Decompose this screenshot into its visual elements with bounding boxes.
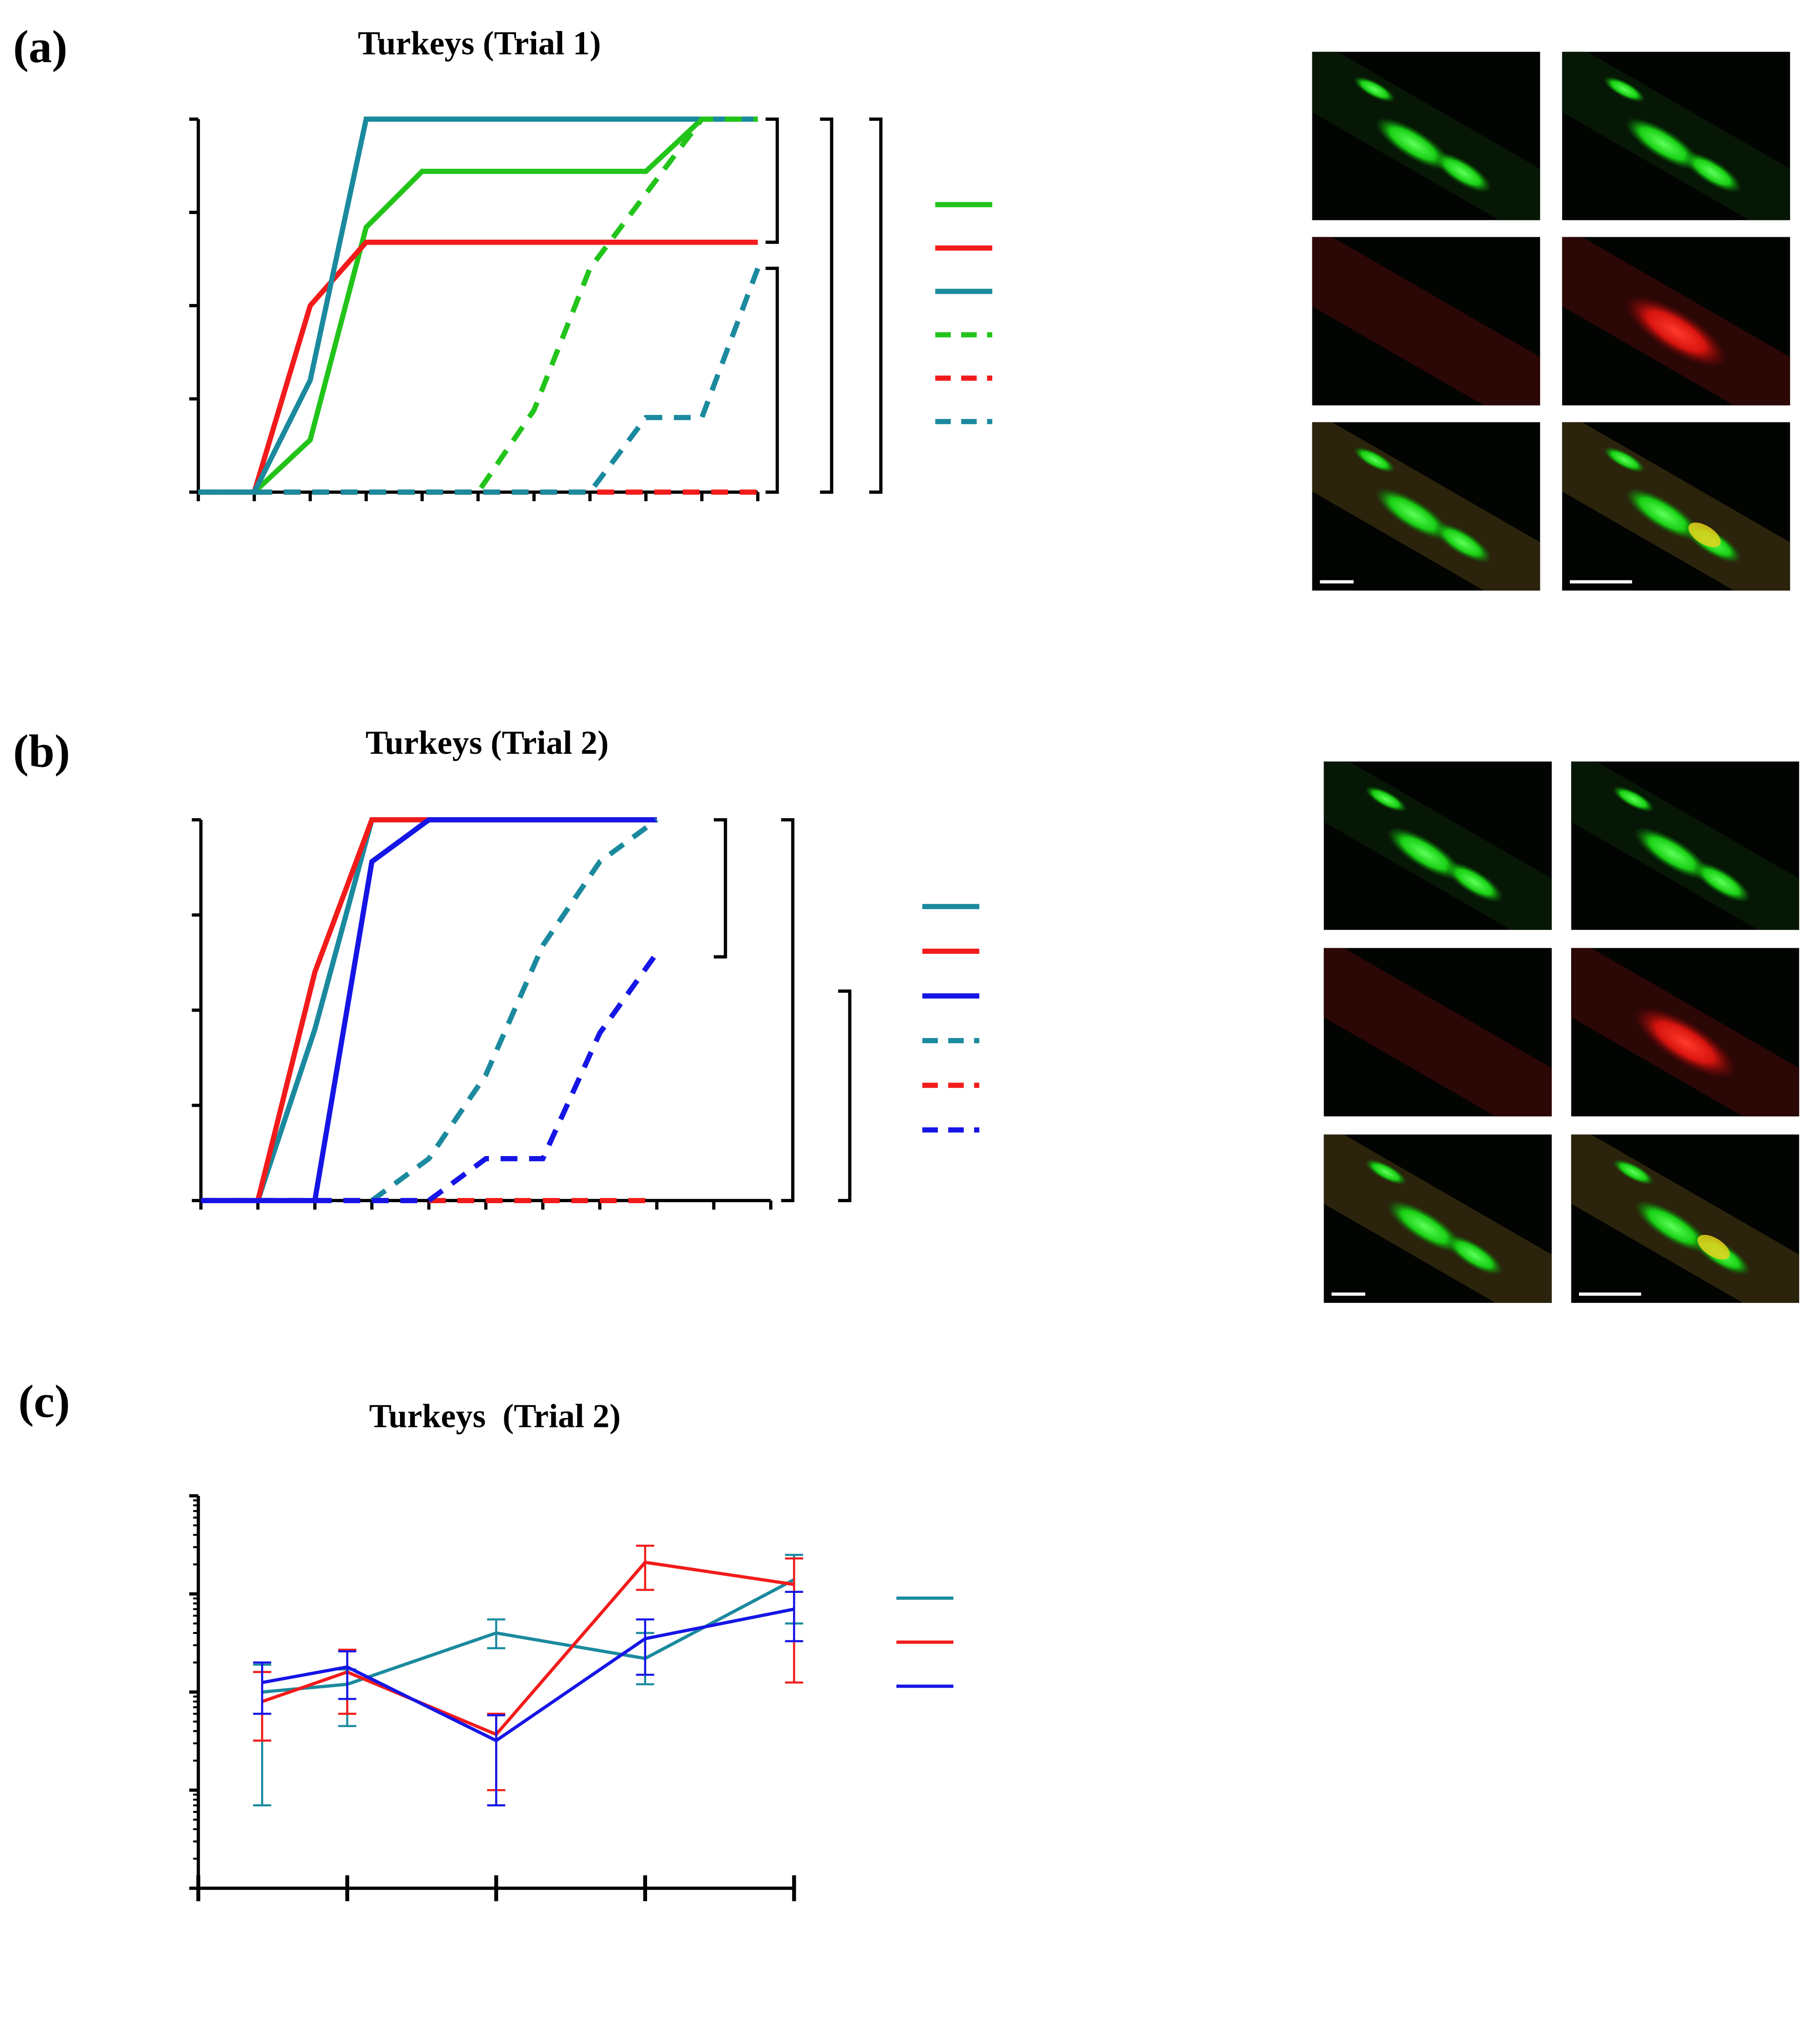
gfp-plaque: [1612, 1159, 1655, 1185]
panel-label-c: (c): [18, 1375, 70, 1427]
gfp-plaque: [1603, 447, 1646, 473]
micrograph-content: [1562, 52, 1790, 220]
gfp-plaque: [1634, 827, 1710, 880]
gfp-plaque: [1353, 447, 1395, 473]
scale-bar: [1320, 580, 1354, 584]
series-line-vhvt47g: [198, 117, 758, 495]
series-line-vhdgc-rcon: [198, 267, 760, 495]
micrograph-content: [1312, 422, 1540, 591]
gfp-plaque: [1683, 152, 1742, 193]
gfp-plaque: [1365, 1159, 1407, 1185]
gfp-plaque: [1386, 1200, 1463, 1253]
series-line-vh-mdvgccon: [200, 951, 659, 1203]
significance-bracket: [869, 117, 882, 494]
significance-bracket: [781, 818, 795, 1202]
gfp-plaque: [1365, 786, 1407, 812]
significance-bracket: [838, 989, 852, 1202]
micrograph-content: [1571, 1134, 1799, 1303]
micrograph-content: [1571, 948, 1799, 1116]
gfp-plaque: [1445, 861, 1503, 902]
series-line-vhdgc-r: [200, 817, 657, 1203]
micrograph-content: [1562, 422, 1790, 591]
micrograph-content: [1324, 948, 1552, 1116]
fibre-band: [1324, 948, 1552, 1116]
significance-bracket: [820, 117, 834, 494]
series-line-vh-mdvgc: [200, 817, 657, 1203]
overlap-signal: [1688, 523, 1721, 547]
micrograph-content: [1324, 1134, 1552, 1303]
significance-bracket: [765, 267, 779, 494]
gfp-plaque: [1375, 488, 1452, 541]
significance-bracket: [765, 117, 779, 244]
gfp-plaque: [1692, 861, 1751, 902]
gfp-plaque: [1433, 522, 1492, 563]
gfp-plaque: [1625, 488, 1702, 541]
micrograph-grid-b: [1324, 761, 1799, 1303]
gfp-plaque: [1375, 117, 1452, 170]
series-line-vhdgc-r: [198, 117, 758, 495]
chart-trial2-percent-positive: [192, 817, 979, 1210]
panel-label-a: (a): [13, 21, 68, 72]
micrograph-content: [1312, 237, 1540, 406]
scale-bar: [1579, 1292, 1641, 1296]
scale-bar: [1570, 580, 1632, 584]
panel-label-b: (b): [13, 725, 70, 777]
red-stain: [1633, 1006, 1737, 1079]
gfp-plaque: [1634, 1200, 1710, 1253]
micrograph-content: [1562, 237, 1790, 406]
series-line-vhdgc: [262, 1560, 794, 1736]
gfp-plaque: [1433, 152, 1492, 193]
micrograph-grid-a: [1312, 52, 1790, 591]
fibre-band: [1312, 237, 1540, 406]
micrograph-content: [1571, 761, 1799, 930]
panel-title-c: Turkeys (Trial 2): [369, 1398, 621, 1435]
scale-bar: [1331, 1292, 1365, 1296]
series-line-vhdgc: [200, 817, 657, 1203]
gfp-plaque: [1625, 117, 1702, 170]
panel-title-a: Turkeys (Trial 1): [358, 25, 601, 62]
gfp-plaque: [1445, 1234, 1503, 1275]
gfp-plaque: [1612, 786, 1655, 812]
panel-title-b: Turkeys (Trial 2): [365, 724, 609, 761]
overlap-signal: [1697, 1235, 1730, 1260]
chart-trial1-percent-positive: [189, 117, 993, 502]
gfp-plaque: [1386, 827, 1463, 880]
micrograph-content: [1324, 761, 1552, 930]
micrograph-content: [1312, 52, 1540, 220]
chart-trial2-hvt-genomes: [189, 1494, 954, 1901]
series-line-vhdgc: [198, 240, 758, 495]
series-line-vhdgc-rcon: [200, 818, 659, 1203]
red-stain: [1624, 295, 1728, 368]
gfp-plaque: [1603, 76, 1646, 103]
gfp-plaque: [1353, 76, 1395, 103]
significance-bracket: [714, 818, 727, 959]
